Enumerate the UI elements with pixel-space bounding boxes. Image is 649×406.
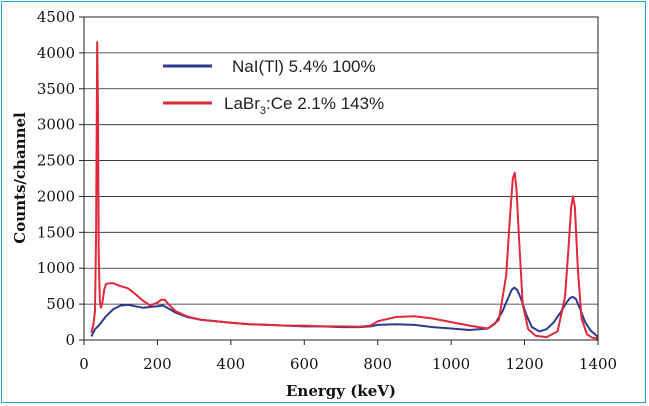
x-tick-label: 400	[217, 355, 246, 373]
x-tick-label: 1200	[505, 355, 543, 373]
y-tick-label: 0	[65, 331, 75, 349]
y-tick-label: 2000	[37, 187, 75, 205]
x-tick-label: 0	[79, 355, 89, 373]
legend-label-labr-subscript: 3	[260, 105, 266, 117]
y-tick-label: 1000	[37, 259, 75, 277]
legend: NaI(Tl) 5.4% 100% LaBr3:Ce 2.1% 143%	[163, 57, 384, 117]
x-tick-label: 1400	[579, 355, 617, 373]
y-tick-label: 4000	[37, 44, 75, 62]
y-tick-label: 3500	[37, 80, 75, 98]
plot-border	[83, 16, 599, 341]
x-axis-title: Energy (keV)	[286, 382, 396, 400]
x-tick-label: 1000	[432, 355, 470, 373]
series-line-labr	[90, 41, 599, 340]
legend-label-labr-base: LaBr	[224, 94, 260, 113]
y-tick-label: 500	[46, 295, 75, 313]
x-tick-label: 200	[143, 355, 172, 373]
y-tick-label: 3000	[37, 116, 75, 134]
y-axis-title: Counts/channel	[11, 112, 29, 244]
y-tick-label: 2500	[37, 152, 75, 170]
x-tick-label: 600	[290, 355, 319, 373]
x-tick-label: 800	[363, 355, 392, 373]
y-tick-label: 4500	[37, 8, 75, 26]
legend-label-labr-rest: :Ce 2.1% 143%	[266, 94, 384, 113]
legend-label-labr: LaBr3:Ce 2.1% 143%	[224, 94, 384, 117]
legend-label-nai: NaI(Tl) 5.4% 100%	[232, 57, 376, 76]
y-tick-label: 1500	[37, 223, 75, 241]
